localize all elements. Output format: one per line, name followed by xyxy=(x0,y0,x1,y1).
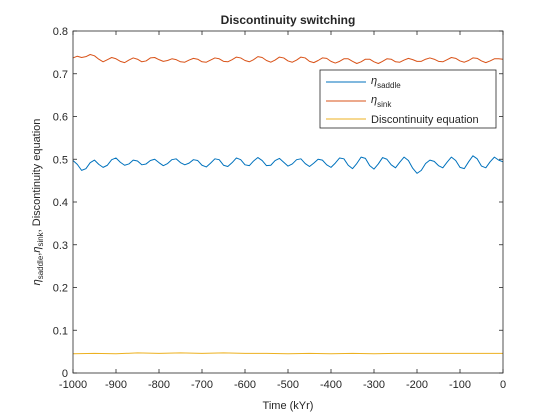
x-tick-label: -600 xyxy=(234,379,256,391)
series-layer xyxy=(72,54,504,355)
legend-label-discontinuity: Discontinuity equation xyxy=(371,114,479,126)
y-label-sub-2: sink xyxy=(36,231,45,246)
axes-layer: -1000 -900 -800 -700 -600 -500 -400 -300 -200 -10… xyxy=(53,26,506,391)
legend-label-saddle: ηsaddle xyxy=(371,75,401,90)
legend-label-sink: ηsink xyxy=(371,94,392,109)
y-tick-label: 0.3 xyxy=(53,240,68,252)
y-tick-label: 0.4 xyxy=(53,197,68,209)
x-tick-label: -900 xyxy=(105,379,127,391)
y-label-sub-1: saddle xyxy=(36,255,45,279)
x-tick-label: -800 xyxy=(148,379,170,391)
chart-title: Discontinuity switching xyxy=(221,13,356,27)
y-tick-label: 0.2 xyxy=(53,283,68,295)
x-tick-label: -1000 xyxy=(59,379,87,391)
y-tick-label: 0.8 xyxy=(53,26,68,38)
series-line-sink xyxy=(72,54,504,64)
series-line-discontinuity xyxy=(72,352,503,355)
x-tick-label: -500 xyxy=(277,379,299,391)
y-tick-label: 0.1 xyxy=(53,325,68,337)
legend: ηsaddle ηsink Discontinuity equation xyxy=(319,69,497,129)
x-tick-label: 0 xyxy=(500,379,506,391)
y-axis-label: ηsaddle,ηsink, Discontinuity equation xyxy=(31,119,45,286)
x-tick-label: -400 xyxy=(320,379,342,391)
x-tick-label: -300 xyxy=(363,379,385,391)
y-tick-label: 0 xyxy=(62,368,68,380)
y-tick-label: 0.5 xyxy=(53,154,68,166)
x-tick-label: -100 xyxy=(449,379,471,391)
y-label-rest: , Discontinuity equation xyxy=(31,119,43,233)
x-axis-label: Time (kYr) xyxy=(263,400,314,412)
legend-box xyxy=(319,69,497,129)
x-tick-label: -200 xyxy=(406,379,428,391)
y-tick-label: 0.6 xyxy=(53,112,68,124)
x-tick-label: -700 xyxy=(191,379,213,391)
y-tick-label: 0.7 xyxy=(53,69,68,81)
series-line-saddle xyxy=(72,155,504,174)
